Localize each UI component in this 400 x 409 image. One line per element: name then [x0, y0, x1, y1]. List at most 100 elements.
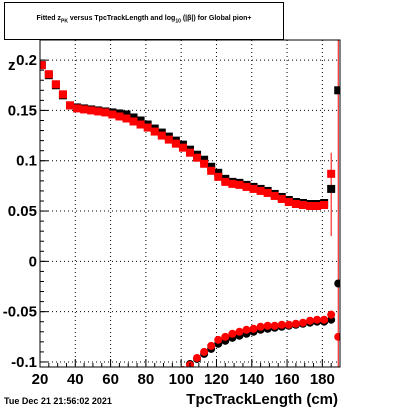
- data-point: [334, 332, 340, 341]
- data-markers: [40, 61, 340, 367]
- data-point: [221, 177, 230, 186]
- y-tick-label: 0.2: [16, 52, 37, 69]
- data-point: [284, 320, 293, 329]
- data-point: [242, 182, 251, 191]
- y-axis-title: z: [8, 57, 16, 74]
- data-point: [334, 279, 340, 288]
- data-point: [277, 194, 286, 203]
- data-point: [242, 325, 251, 334]
- data-point: [143, 123, 152, 132]
- series-3: [186, 279, 340, 367]
- data-point: [207, 162, 216, 171]
- data-point: [327, 169, 336, 178]
- x-tick-label: 40: [67, 371, 84, 388]
- data-point: [115, 112, 124, 121]
- series-layer: [40, 61, 340, 367]
- data-point: [80, 105, 89, 114]
- data-point: [40, 61, 46, 70]
- data-point: [164, 135, 173, 144]
- data-point: [200, 347, 209, 356]
- data-point: [235, 180, 244, 189]
- data-point: [214, 172, 223, 181]
- data-point: [66, 101, 74, 110]
- y-tick-label: 0.15: [8, 102, 37, 119]
- error-bars: [330, 40, 339, 367]
- y-tick-label: -0.05: [3, 304, 37, 321]
- data-point: [214, 335, 223, 344]
- data-point: [101, 108, 110, 117]
- data-point: [129, 117, 138, 126]
- data-point: [291, 319, 300, 328]
- y-tick-label: 0.1: [16, 153, 37, 170]
- data-point: [200, 155, 209, 164]
- data-point: [207, 166, 216, 175]
- data-point: [51, 80, 60, 89]
- x-tick-label: 140: [239, 371, 264, 388]
- data-point: [327, 184, 336, 193]
- data-point: [129, 113, 138, 122]
- y-tick-label: 0.05: [8, 203, 37, 220]
- data-point: [193, 153, 202, 162]
- data-point: [313, 315, 322, 324]
- data-point: [327, 310, 336, 319]
- x-axis-title: TpcTrackLength (cm): [186, 391, 338, 408]
- y-tick-label: -0.1: [11, 354, 37, 371]
- data-point: [44, 70, 53, 79]
- data-point: [207, 341, 216, 350]
- data-point: [178, 143, 187, 152]
- grid-lines: [40, 40, 340, 367]
- data-point: [157, 131, 166, 140]
- data-point: [228, 329, 237, 338]
- data-point: [186, 148, 194, 157]
- x-tick-label: 20: [32, 371, 49, 388]
- x-tick-label: 180: [310, 371, 335, 388]
- data-point: [320, 201, 329, 210]
- data-point: [58, 90, 67, 99]
- data-point: [228, 179, 237, 188]
- data-point: [313, 202, 322, 211]
- x-tick-label: 60: [102, 371, 119, 388]
- data-point: [221, 332, 230, 341]
- data-point: [249, 324, 258, 333]
- data-point: [256, 322, 265, 331]
- x-tick-labels: 20 40 60 80 100 120 140 160 180: [32, 371, 335, 388]
- data-point: [214, 168, 223, 177]
- data-point: [136, 120, 145, 129]
- data-point: [87, 106, 96, 115]
- data-point: [193, 353, 202, 362]
- data-point: [249, 184, 258, 193]
- x-tick-label: 160: [275, 371, 300, 388]
- data-point: [298, 318, 307, 327]
- data-point: [256, 186, 265, 195]
- data-point: [306, 202, 314, 211]
- data-point: [284, 197, 293, 206]
- data-point: [235, 327, 244, 336]
- data-point: [270, 191, 279, 200]
- data-point: [277, 320, 286, 329]
- data-point: [298, 201, 307, 210]
- data-point: [263, 321, 272, 330]
- data-point: [320, 315, 329, 324]
- title-box: Fitted zPK versus TpcTrackLength and log…: [4, 2, 284, 40]
- data-point: [108, 110, 117, 119]
- y-tick-labels: -0.1 -0.05 0 0.05 0.1 0.15 0.2: [3, 52, 37, 371]
- axis-ticks: [39, 59, 341, 367]
- series-4: [180, 310, 340, 367]
- data-point: [150, 127, 159, 136]
- data-point: [270, 321, 279, 330]
- data-point: [122, 114, 131, 123]
- data-point: [94, 107, 103, 116]
- x-tick-label: 120: [204, 371, 229, 388]
- data-point: [200, 159, 209, 168]
- data-point: [171, 139, 180, 148]
- data-point: [73, 104, 82, 113]
- y-tick-label: 0: [29, 253, 37, 270]
- data-point: [334, 86, 340, 95]
- data-point: [291, 200, 300, 209]
- timestamp: Tue Dec 21 21:56:02 2021: [4, 396, 112, 406]
- data-point: [306, 316, 314, 325]
- data-point: [136, 116, 145, 125]
- series-2: [40, 61, 336, 211]
- x-tick-label: 80: [138, 371, 155, 388]
